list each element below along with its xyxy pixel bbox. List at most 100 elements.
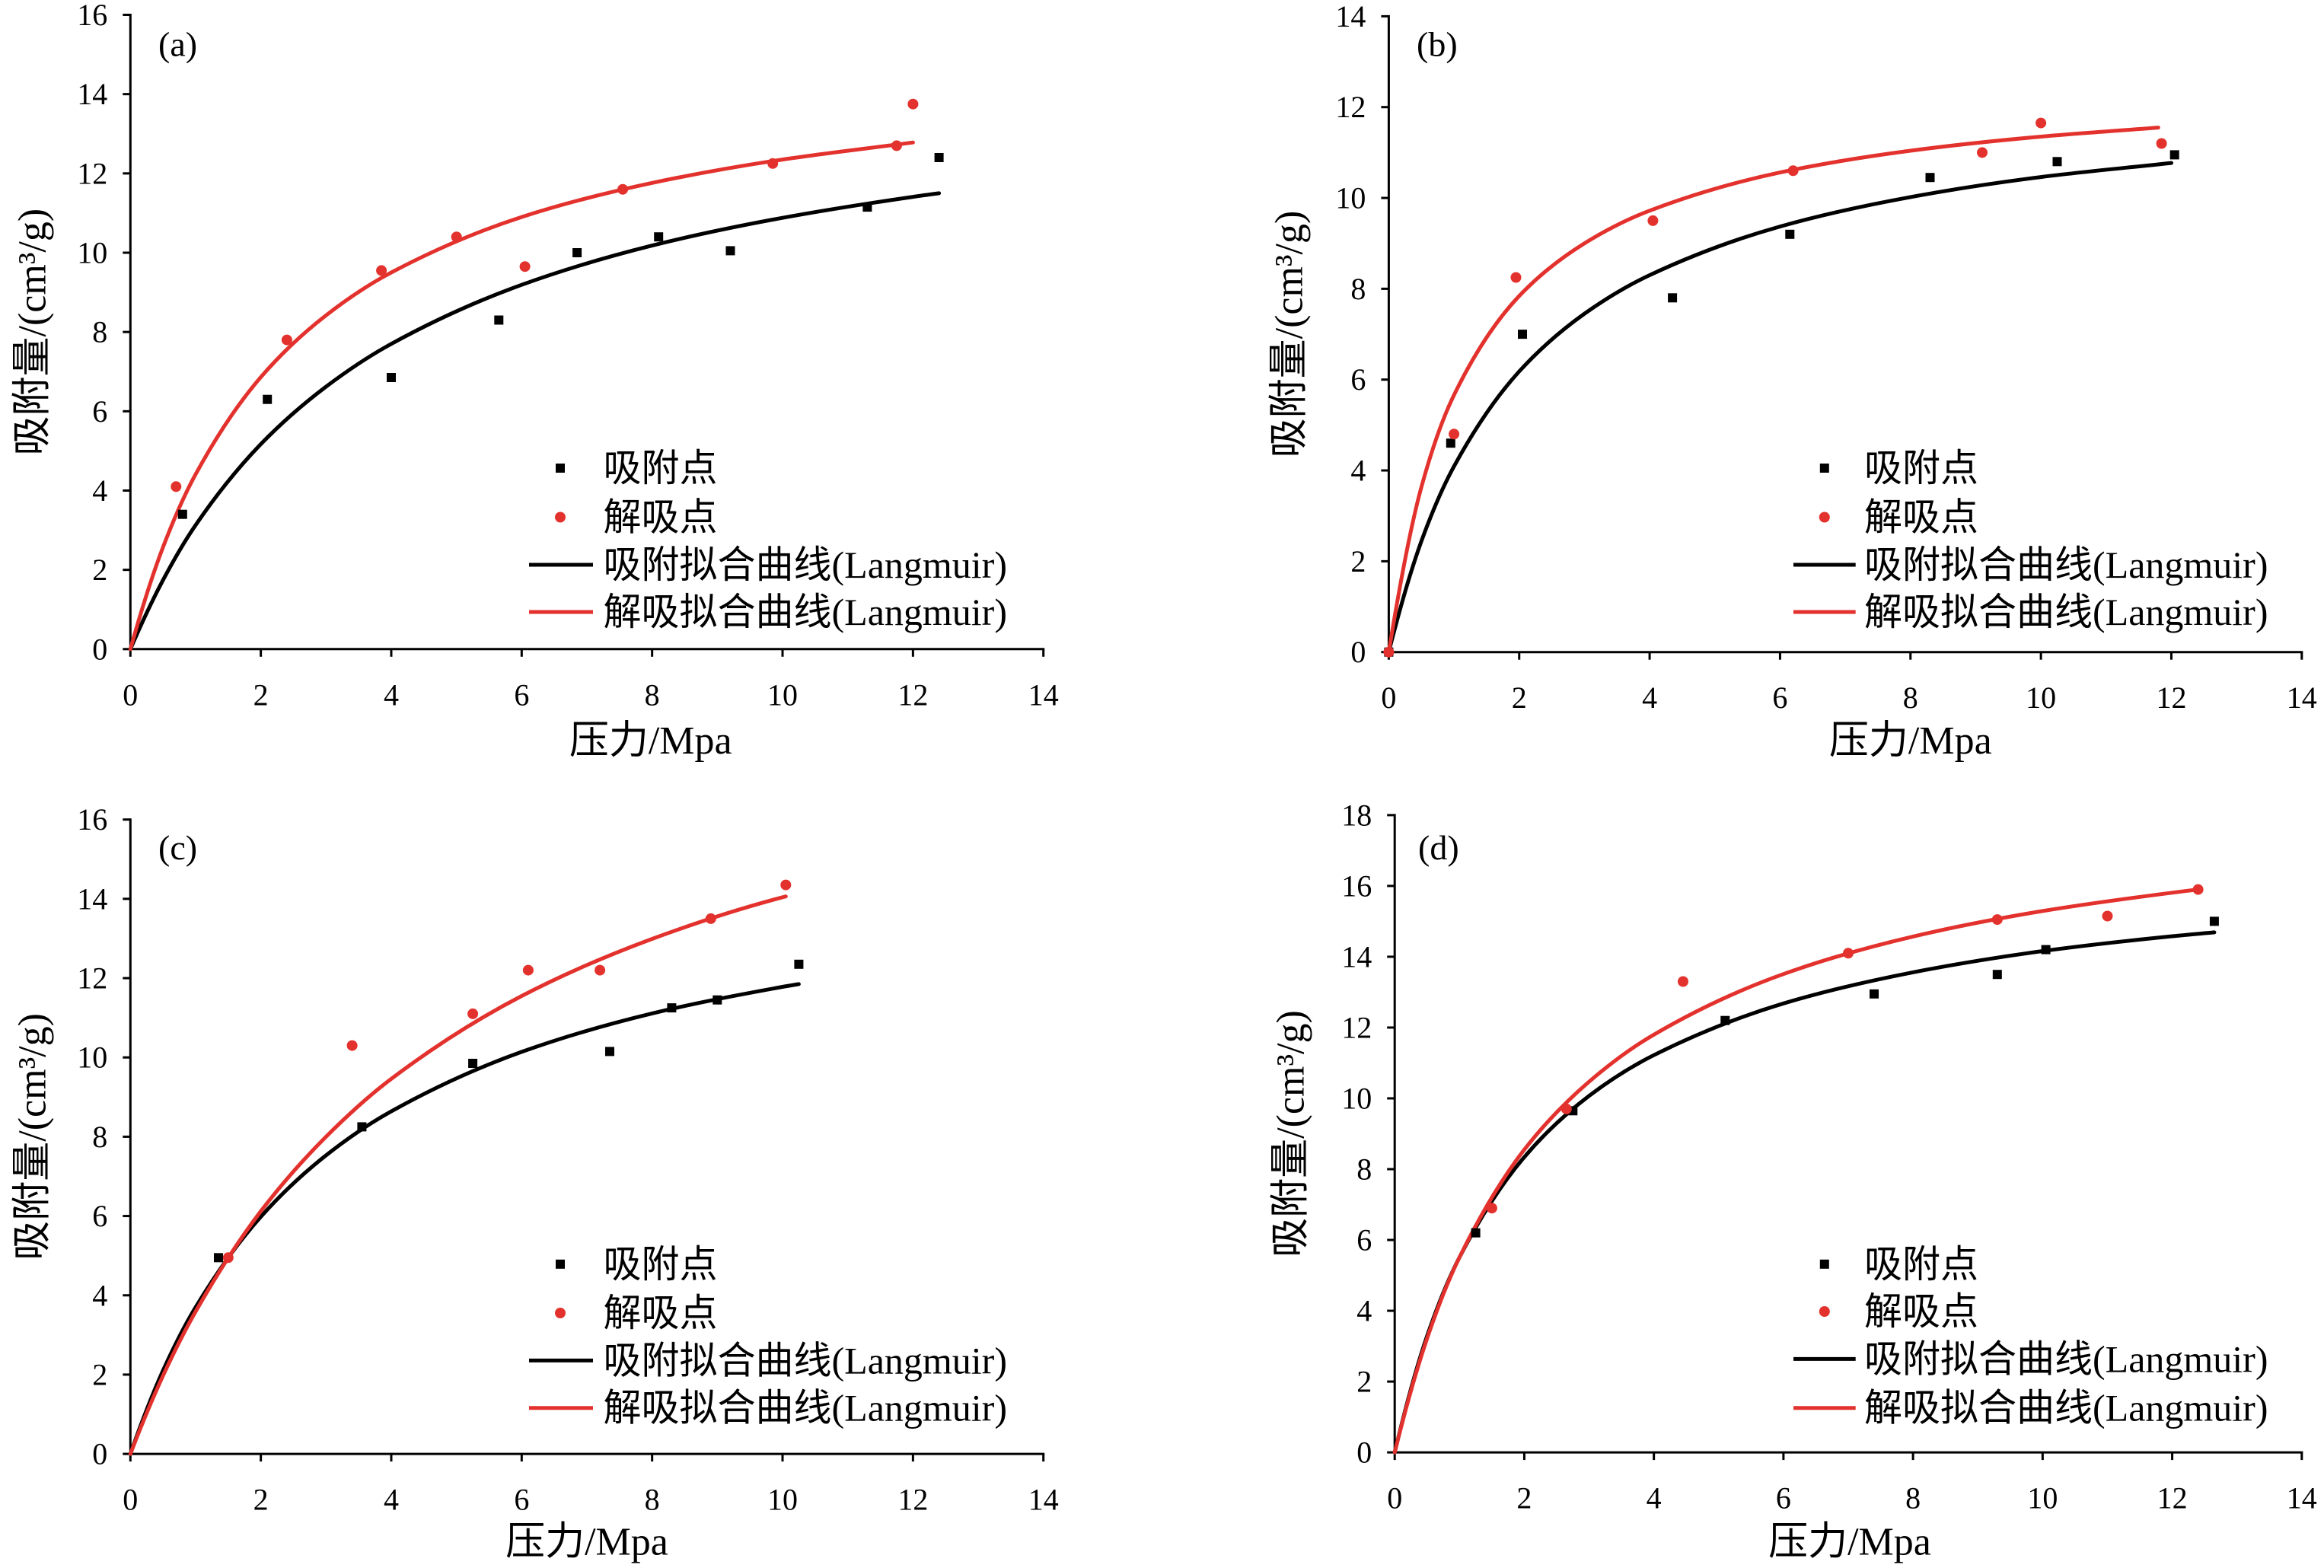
panel-c: 0 2 4 6 8 10 12 14 0 2 4 6 8 10 12 14 16 压力/Mpa 吸附量/(cm³/g… — [11, 802, 1058, 1563]
y-axis-label: 吸附量/(cm³/g) — [1268, 211, 1312, 458]
x-tick-label: 14 — [1028, 677, 1059, 712]
y-tick-label: 16 — [77, 802, 107, 837]
desorption-point — [1449, 429, 1460, 440]
x-tick-label: 4 — [1647, 1481, 1662, 1515]
adsorption-point — [263, 394, 273, 404]
desorption-point — [2156, 138, 2167, 149]
adsorption-point — [1992, 970, 2002, 980]
desorption-point — [1843, 948, 1854, 959]
desorption-point — [519, 261, 531, 272]
adsorption-point — [862, 202, 872, 212]
desorption-point — [2035, 117, 2047, 129]
desorption-point — [780, 879, 792, 891]
adsorption-point — [2052, 157, 2062, 167]
adsorption-point — [387, 373, 396, 382]
x-tick-label: 6 — [514, 677, 529, 712]
desorption-fit-curve-series — [128, 140, 915, 652]
x-tick-label: 6 — [1776, 1481, 1791, 1515]
desorption-point — [171, 481, 182, 492]
y-tick-label: 4 — [92, 473, 107, 508]
legend-marker-circle — [555, 512, 566, 523]
legend-label: 吸附点 — [604, 447, 718, 489]
x-tick-label: 6 — [514, 1483, 529, 1517]
legend-entry: 吸附点 — [1819, 1243, 1978, 1286]
panel-label: (b) — [1417, 25, 1458, 64]
desorption-point — [1486, 1203, 1497, 1214]
y-tick-label: 0 — [1356, 1436, 1372, 1470]
x-tick-label: 14 — [1028, 1483, 1059, 1517]
x-tick-label: 8 — [1905, 1481, 1921, 1515]
adsorption-point-series — [214, 959, 804, 1263]
legend-entry: 解吸点 — [555, 496, 718, 539]
x-tick-label: 4 — [384, 1483, 399, 1517]
y-tick-label: 6 — [1350, 362, 1366, 397]
y-tick-label: 12 — [77, 156, 107, 190]
desorption-fit-curve — [128, 894, 788, 1456]
legend-label: 解吸点 — [1864, 1290, 1978, 1333]
x-tick-label: 12 — [897, 1483, 928, 1517]
adsorption-point — [2041, 945, 2051, 955]
legend-label: 吸附点 — [604, 1243, 718, 1286]
legend-label: 解吸点 — [604, 496, 718, 539]
legend-entry: 吸附拟合曲线(Langmuir) — [1793, 1337, 2268, 1380]
y-axis-label: 吸附量/(cm³/g) — [11, 209, 54, 456]
y-tick-label: 12 — [1335, 90, 1366, 124]
y-tick-label: 8 — [1350, 272, 1366, 306]
x-tick-label: 10 — [767, 677, 798, 712]
adsorption-point — [1785, 229, 1795, 239]
adsorption-point — [177, 509, 187, 519]
legend-label: 解吸拟合曲线(Langmuir) — [1864, 1387, 2268, 1429]
x-tick-label: 0 — [123, 677, 138, 712]
legend-entry: 解吸点 — [555, 1292, 718, 1334]
desorption-point — [376, 265, 387, 276]
desorption-point-series — [1383, 117, 2167, 658]
adsorption-point-series — [1384, 150, 2179, 657]
legend-entry: 解吸点 — [1819, 496, 1978, 539]
legend-entry: 解吸拟合曲线(Langmuir) — [1793, 1387, 2268, 1429]
x-tick-label: 2 — [253, 677, 269, 712]
adsorption-point — [214, 1253, 223, 1263]
y-tick-label: 2 — [92, 1357, 107, 1391]
desorption-point — [617, 183, 629, 195]
adsorption-fit-curve — [128, 982, 801, 1456]
desorption-point — [767, 158, 779, 169]
desorption-fit-curve — [1392, 888, 2201, 1455]
desorption-point — [705, 913, 716, 924]
legend-entry: 解吸点 — [1819, 1290, 1978, 1333]
desorption-point — [451, 231, 462, 243]
y-tick-label: 8 — [92, 1120, 107, 1154]
legend-marker-square — [556, 1259, 565, 1269]
adsorption-point — [2169, 150, 2179, 160]
x-tick-label: 2 — [1516, 1481, 1532, 1515]
desorption-point — [1787, 165, 1799, 177]
desorption-point — [1560, 1103, 1572, 1114]
x-tick-label: 2 — [1512, 680, 1527, 715]
legend-label: 吸附拟合曲线(Langmuir) — [604, 543, 1007, 586]
x-tick-label: 0 — [1387, 1481, 1402, 1515]
adsorption-point — [713, 995, 722, 1005]
legend-label: 解吸拟合曲线(Langmuir) — [1864, 591, 2268, 633]
legend-marker-circle — [1819, 512, 1830, 523]
y-tick-label: 10 — [1341, 1081, 1372, 1115]
desorption-point — [222, 1252, 234, 1264]
y-tick-label: 6 — [92, 1199, 107, 1233]
legend-entry: 解吸拟合曲线(Langmuir) — [529, 591, 1007, 633]
x-tick-label: 8 — [645, 677, 660, 712]
y-tick-label: 10 — [77, 1041, 107, 1075]
y-tick-label: 10 — [77, 235, 107, 269]
adsorption-point — [605, 1047, 614, 1056]
desorption-point — [1510, 272, 1522, 283]
adsorption-point — [494, 315, 504, 325]
x-tick-label: 4 — [1642, 680, 1657, 715]
desorption-point-series — [222, 879, 792, 1264]
desorption-fit-curve-series — [128, 894, 788, 1456]
adsorption-fit-curve — [128, 191, 942, 652]
x-tick-label: 12 — [2157, 1481, 2188, 1515]
y-tick-label: 18 — [1341, 798, 1372, 832]
y-tick-label: 4 — [1356, 1294, 1372, 1328]
desorption-point — [1383, 646, 1395, 658]
